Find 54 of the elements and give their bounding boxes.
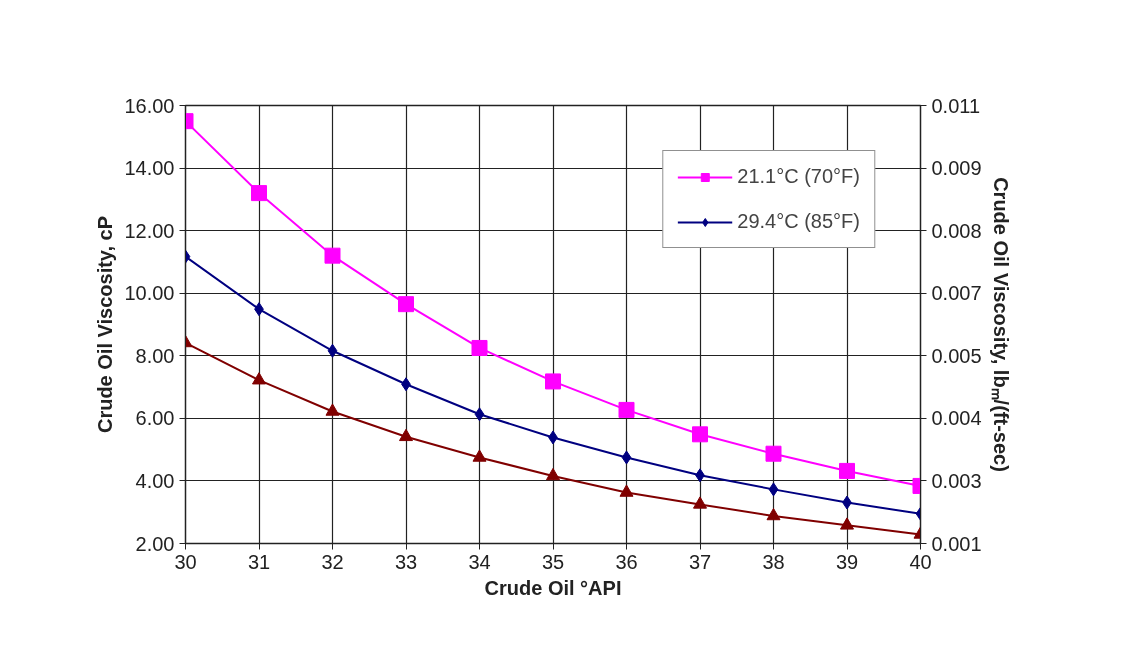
point xyxy=(252,372,266,385)
point xyxy=(399,428,413,442)
point xyxy=(839,462,855,479)
x-tick-label: 40 xyxy=(909,550,932,573)
x-tick-label: 35 xyxy=(541,550,565,573)
point xyxy=(545,373,561,390)
point xyxy=(765,445,782,462)
y2-tick-label: 0.003 xyxy=(931,469,982,492)
x-tick-label: 33 xyxy=(394,550,418,573)
x-tick-label: 38 xyxy=(762,550,785,573)
y2-tick-label: 0.005 xyxy=(931,344,982,367)
x-tick-label: 39 xyxy=(835,550,859,573)
point xyxy=(327,343,338,358)
y2-tick-label: 0.004 xyxy=(931,407,982,430)
y2-tick-label: 0.008 xyxy=(931,219,982,242)
y-tick-label: 4.00 xyxy=(135,469,175,492)
x-axis-title: Crude Oil °API xyxy=(484,576,622,599)
y2-tick-label: 0.007 xyxy=(931,282,982,305)
point xyxy=(474,407,485,422)
y-tick-label: 2.00 xyxy=(135,532,175,555)
point xyxy=(693,496,707,509)
x-tick-label: 30 xyxy=(174,550,197,573)
y-tick-label: 16.00 xyxy=(124,94,175,117)
point xyxy=(768,482,779,497)
point xyxy=(546,467,560,481)
x-tick-label: 36 xyxy=(615,550,638,573)
point xyxy=(324,247,341,264)
y-tick-label: 12.00 xyxy=(124,219,175,242)
point xyxy=(251,185,267,202)
point xyxy=(471,339,488,356)
point xyxy=(472,449,487,462)
point xyxy=(325,403,340,416)
y2-axis-title: Crude Oil Viscosity, lbₘ/(ft-sec) xyxy=(989,177,1012,472)
point xyxy=(398,296,414,313)
x-tick-label: 32 xyxy=(321,550,344,573)
legend-label: 21.1°C (70°F) xyxy=(737,165,860,188)
point xyxy=(840,517,854,530)
legend-label: 29.4°C (85°F) xyxy=(737,210,860,233)
point xyxy=(618,401,635,418)
x-tick-label: 31 xyxy=(247,550,271,573)
point xyxy=(692,426,708,443)
y-axis-title: Crude Oil Viscosity, cP xyxy=(94,215,117,434)
y2-tick-label: 0.009 xyxy=(931,157,982,180)
y-tick-label: 8.00 xyxy=(135,344,175,367)
y-tick-label: 10.00 xyxy=(124,282,175,305)
y2-tick-label: 0.011 xyxy=(931,94,981,117)
x-tick-label: 34 xyxy=(468,550,491,573)
y2-tick-label: 0.001 xyxy=(931,532,982,555)
x-tick-label: 37 xyxy=(688,550,712,573)
y-tick-label: 6.00 xyxy=(135,407,175,430)
point xyxy=(619,484,634,497)
point xyxy=(766,507,781,521)
point xyxy=(621,450,632,465)
y-tick-label: 14.00 xyxy=(124,157,175,180)
